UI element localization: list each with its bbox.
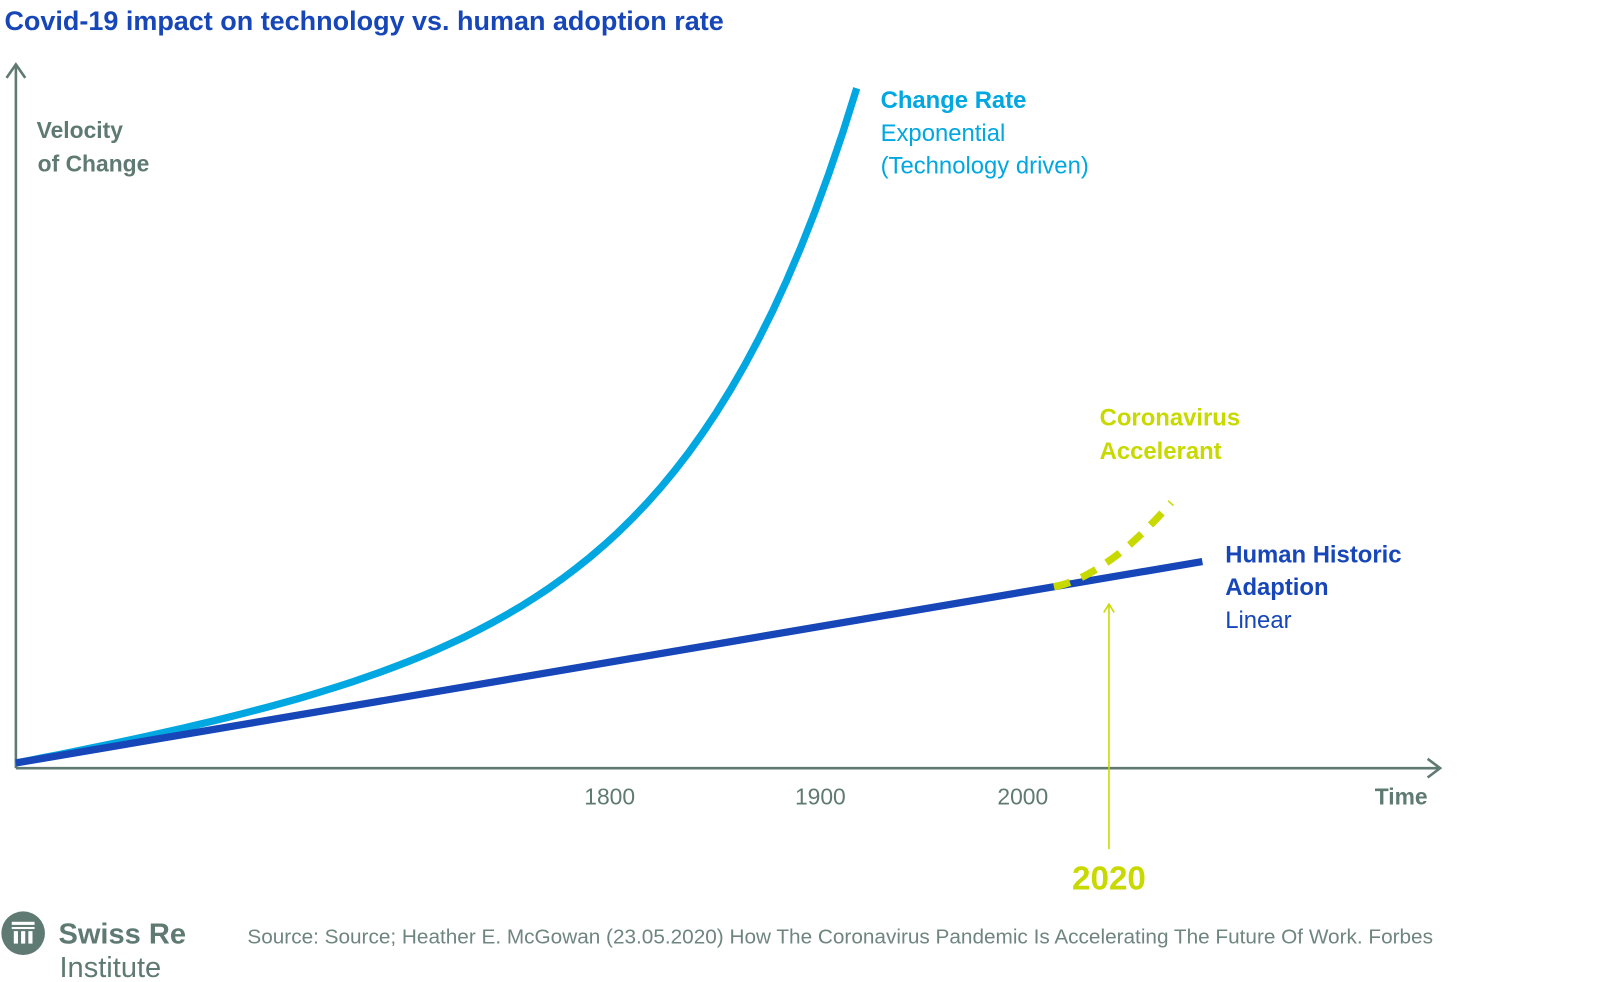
series-change-rate-line xyxy=(15,87,861,767)
label-change-rate: Change Rate xyxy=(881,87,1027,114)
brand-name: Swiss Re xyxy=(58,919,186,951)
x-axis-label: Time xyxy=(1375,783,1428,809)
label-linear: Linear xyxy=(1225,607,1291,634)
x-tick-1800: 1800 xyxy=(584,783,635,809)
y-axis-label-line1: Velocity xyxy=(37,117,124,143)
y-axis-arrow-icon xyxy=(5,62,27,79)
y-axis-label-line2: of Change xyxy=(38,150,150,176)
label-human-historic: Human Historic xyxy=(1225,542,1401,569)
source-note: Source: Source; Heather E. McGowan (23.0… xyxy=(247,926,1433,949)
x-tick-1900: 1900 xyxy=(795,783,846,809)
label-coronavirus: Coronavirus xyxy=(1100,405,1241,432)
label-accelerant: Accelerant xyxy=(1100,438,1222,465)
marker-2020-arrow-icon xyxy=(1103,602,1115,613)
marker-2020-label: 2020 xyxy=(1072,861,1146,898)
swiss-re-logo: Swiss Re Institute xyxy=(1,911,186,982)
label-adaption: Adaption xyxy=(1225,574,1328,601)
label-exponential: Exponential xyxy=(881,120,1006,147)
x-axis-arrow-icon xyxy=(1426,757,1443,779)
label-technology-driven: (Technology driven) xyxy=(881,152,1089,179)
series-human-adaption-line xyxy=(15,558,1203,767)
x-tick-2000: 2000 xyxy=(997,783,1048,809)
series-coronavirus-accelerant-line xyxy=(1053,500,1174,591)
brand-sub: Institute xyxy=(59,952,161,982)
chart-title: Covid-19 impact on technology vs. human … xyxy=(4,6,723,36)
